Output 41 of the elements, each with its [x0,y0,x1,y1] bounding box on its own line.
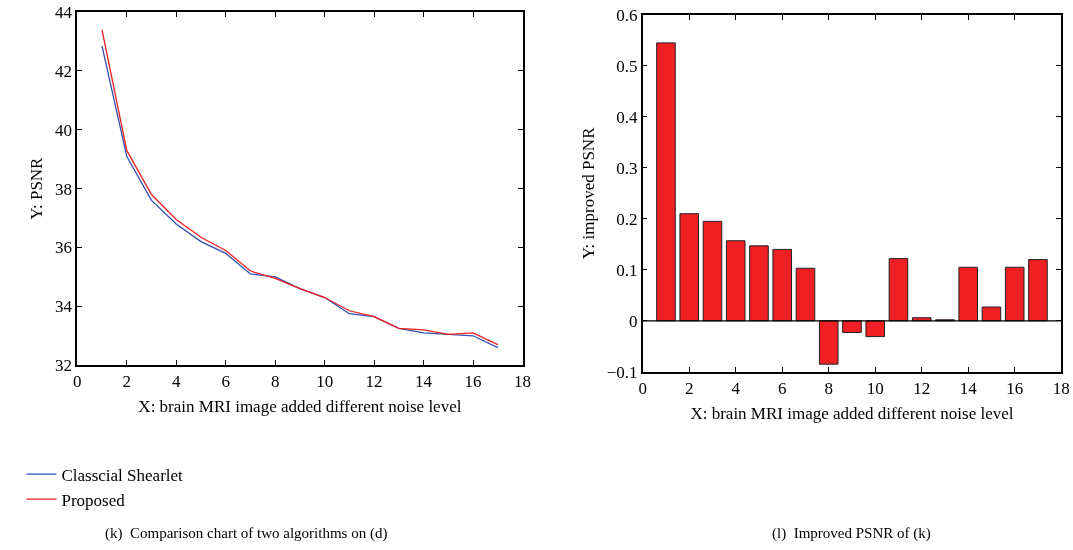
y-tick-label: 32 [55,356,73,376]
y-tick-label: 0.5 [616,56,638,76]
y-tick-label: −0.1 [606,362,638,382]
x-tick-label: 6 [777,378,787,398]
x-tick-label: 14 [415,372,433,392]
x-tick-label: 8 [270,372,280,392]
y-tick-label: 0.1 [616,260,638,280]
x-axis-title: X: brain MRI image added different noise level [138,397,462,417]
y-tick-label: 0.3 [616,158,638,178]
y-tick-label: 42 [55,61,73,81]
x-tick-label: 10 [866,378,884,398]
y-axis-title: Y: PSNR [27,156,47,220]
x-tick-label: 12 [365,372,383,392]
x-tick-label: 6 [221,372,230,392]
x-tick-label: 4 [171,372,181,392]
x-tick-label: 16 [1006,378,1024,398]
x-tick-label: 16 [464,372,482,392]
y-tick-label: 0.4 [616,107,639,127]
x-tick-label: 8 [824,378,833,398]
legend-label: Classcial Shearlet [61,465,184,485]
x-tick-label: 14 [959,378,978,398]
legend-label: Proposed [61,490,126,510]
y-tick-label: 0.6 [616,5,638,25]
y-tick-label: 0.2 [616,209,638,229]
x-tick-label: 4 [731,378,741,398]
text: (l) Improved PSNR of (k) [772,525,931,542]
y-tick-label: 0 [629,311,638,331]
x-tick-label: 10 [316,372,334,392]
x-tick-label: 18 [1052,378,1070,398]
x-tick-label: 18 [514,372,532,392]
y-tick-label: 44 [55,3,73,23]
x-axis-title: X: brain MRI image added different noise level [690,403,1014,423]
x-tick-label: 2 [122,372,131,392]
y-axis-title: Y: improved PSNR [578,126,598,260]
text: (k) Comparison chart of two algorithms on (d) [105,525,388,542]
x-tick-label: 12 [913,378,931,398]
y-tick-label: 36 [55,238,73,258]
y-tick-label: 38 [55,179,73,199]
x-tick-label: 2 [684,378,694,398]
y-tick-label: 40 [55,120,73,140]
y-tick-label: 34 [55,297,73,317]
